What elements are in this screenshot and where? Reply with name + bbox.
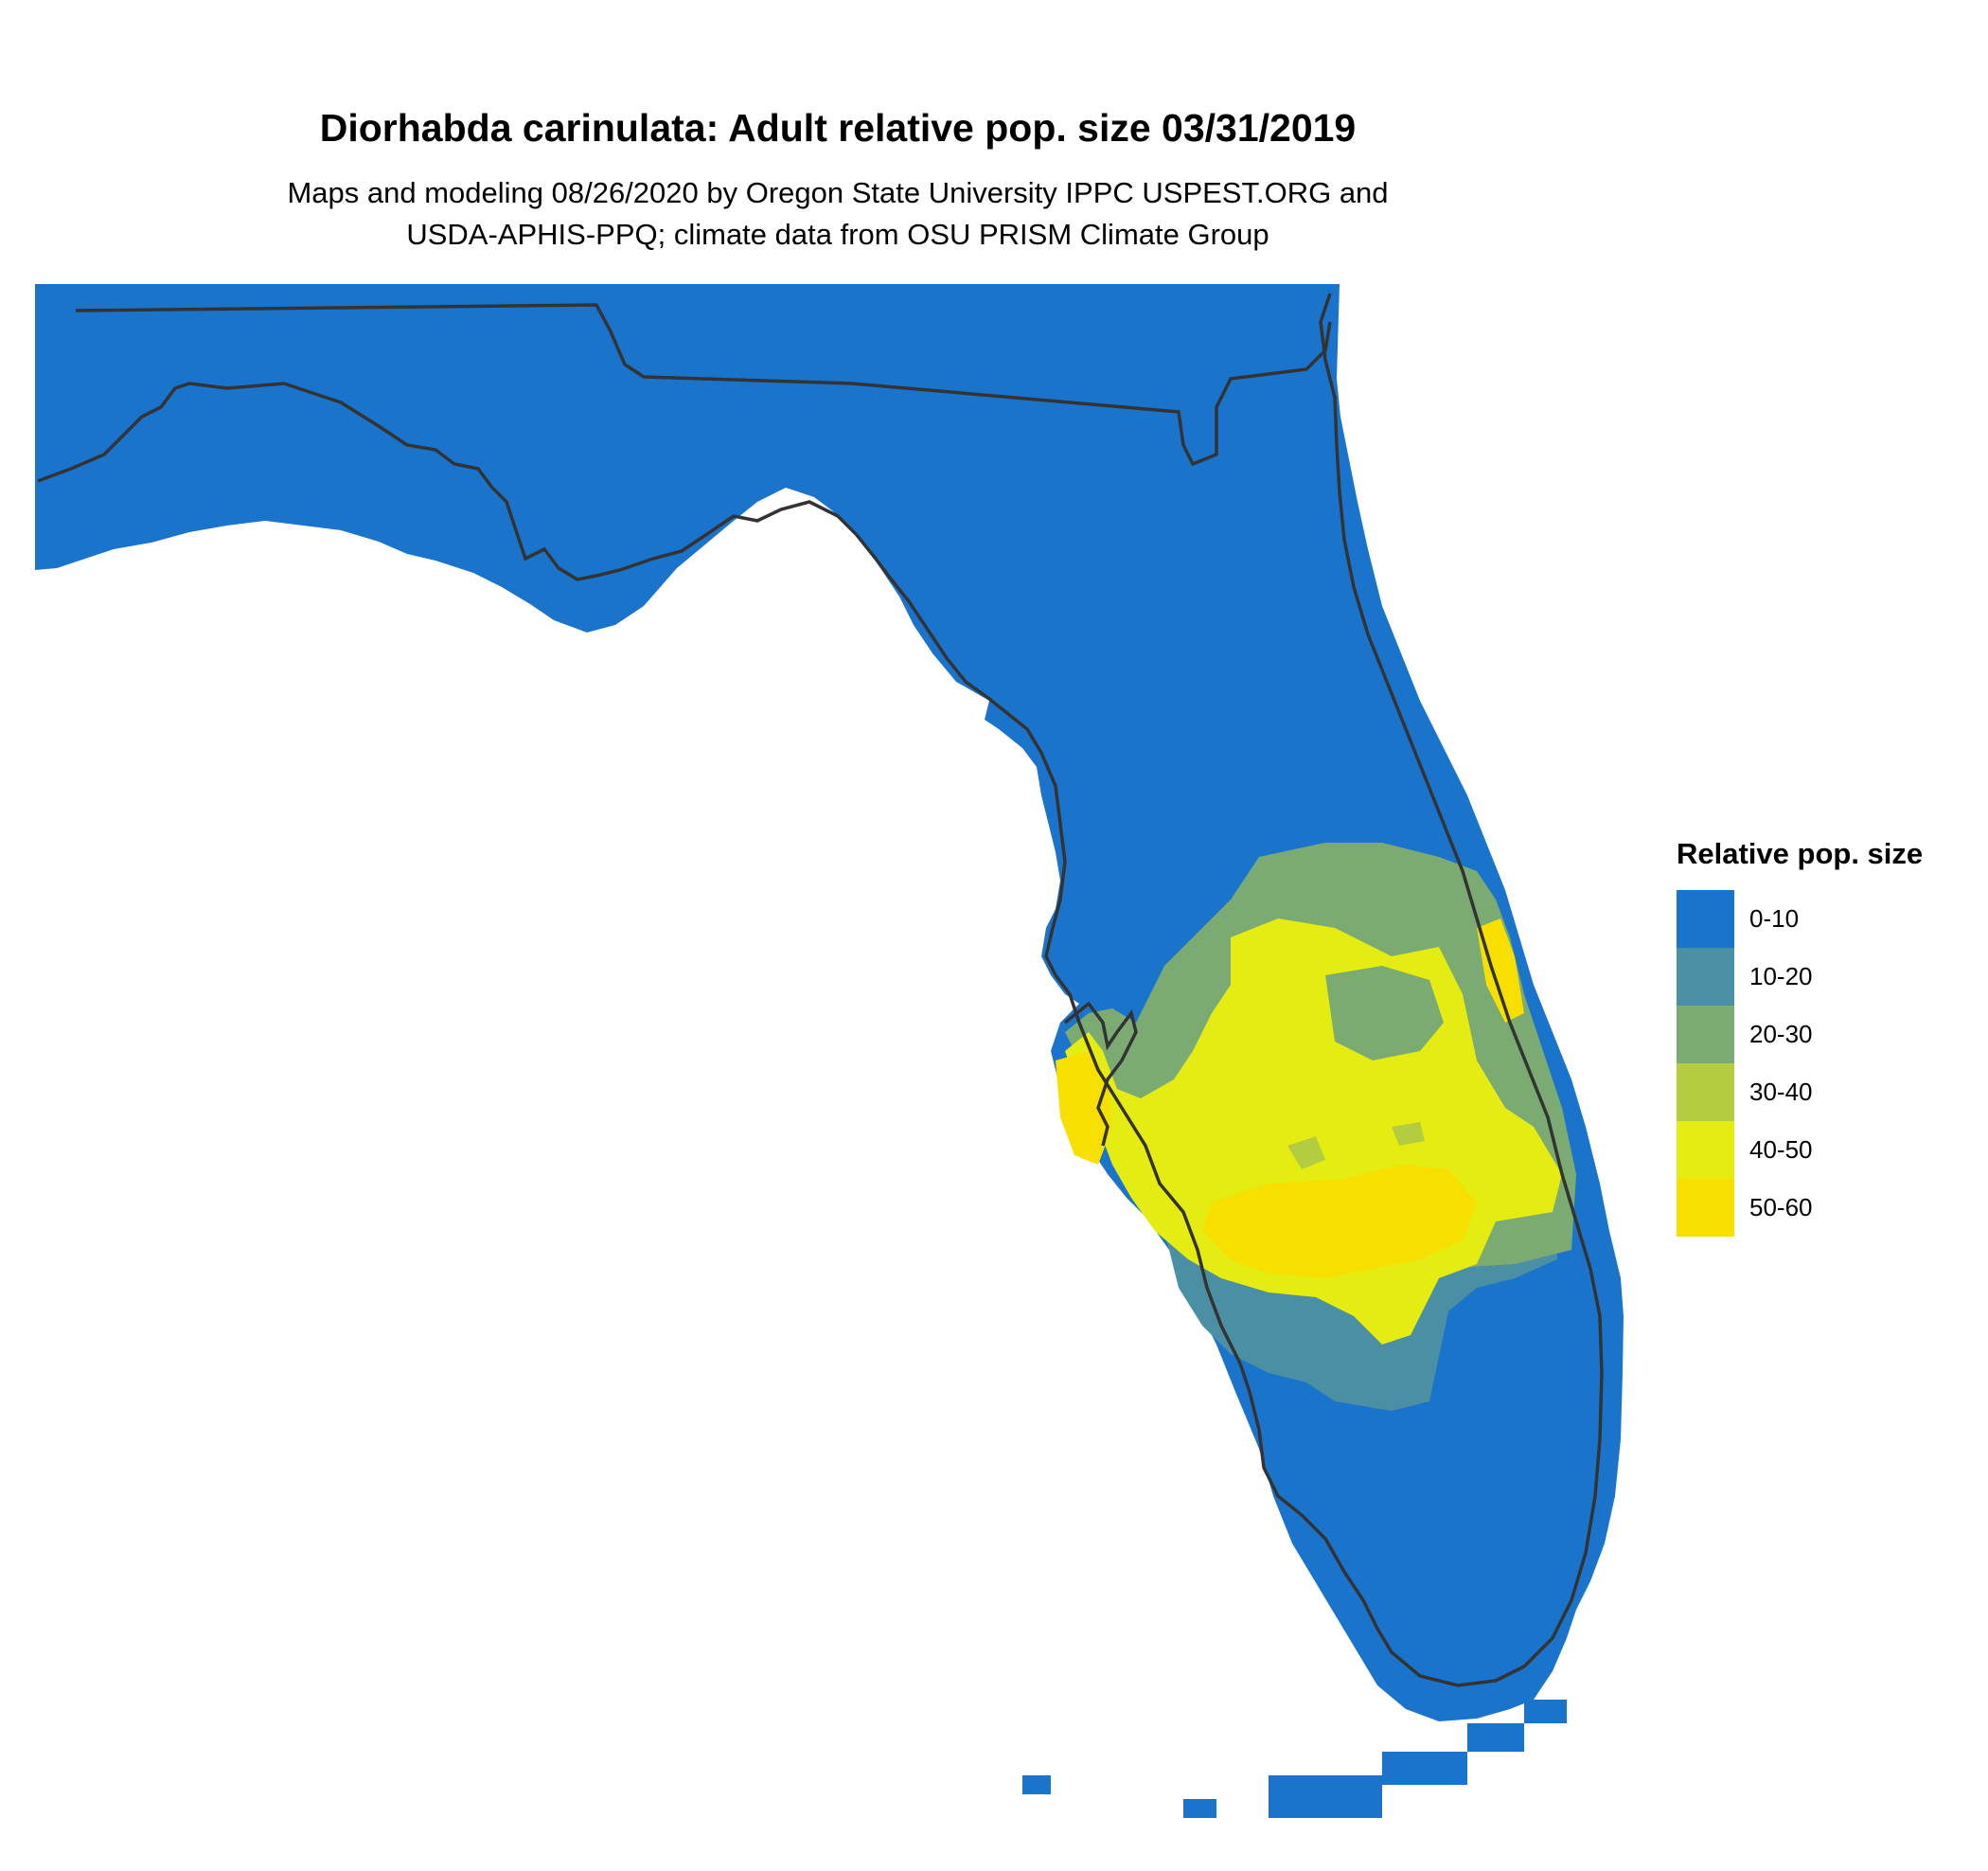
legend-label: 50-60: [1749, 1193, 1813, 1221]
georgia-boundary: [75, 303, 1332, 467]
legend-swatch: [1677, 1006, 1734, 1063]
legend-swatch: [1677, 948, 1734, 1006]
legend-item: 10-20: [1677, 948, 1923, 1006]
bay-outline: [1063, 1001, 1138, 1147]
zone-30-40: [1287, 1122, 1425, 1169]
legend-label: 10-20: [1749, 962, 1813, 990]
legend-item: 20-30: [1677, 1006, 1923, 1063]
map-subtitle-line1: Maps and modeling 08/26/2020 by Oregon S…: [287, 176, 1389, 209]
legend-item: 0-10: [1677, 890, 1923, 948]
legend-title: Relative pop. size: [1677, 837, 1924, 870]
map-title: Diorhabda carinulata: Adult relative pop…: [319, 106, 1357, 150]
zone-20-30-inner: [1325, 966, 1444, 1060]
zone-50-60-east: [1477, 918, 1524, 1023]
zone-50-60-west: [1056, 1051, 1112, 1165]
legend-swatch: [1677, 1121, 1734, 1179]
florida-map: [35, 284, 1624, 1818]
legend-label: 40-50: [1749, 1135, 1813, 1164]
legend-label: 30-40: [1749, 1078, 1813, 1106]
legend-label: 0-10: [1749, 904, 1800, 933]
state-boundary: [37, 293, 1604, 1687]
legend-item: 50-60: [1677, 1179, 1923, 1237]
legend-swatch: [1677, 1179, 1734, 1237]
legend-item: 30-40: [1677, 1063, 1923, 1121]
legend-swatch: [1677, 1063, 1734, 1121]
legend: Relative pop. size 0-10 10-20 20-30 30-4…: [1677, 837, 1923, 1237]
map-subtitle-line2: USDA-APHIS-PPQ; climate data from OSU PR…: [406, 218, 1269, 251]
florida-landmass: [35, 284, 1624, 1721]
legend-swatch: [1677, 890, 1734, 948]
florida-keys: [1022, 1700, 1567, 1818]
zone-50-60: [1202, 1165, 1477, 1278]
legend-item: 40-50: [1677, 1121, 1923, 1179]
legend-label: 20-30: [1749, 1020, 1813, 1048]
